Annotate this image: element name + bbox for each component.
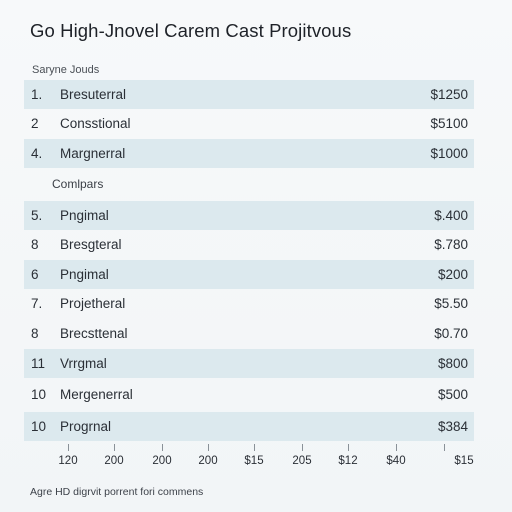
- table-row: 7. Projetheral $5.50: [24, 289, 474, 318]
- table-row: 11 Vrrgmal $800: [24, 349, 474, 378]
- axis-tick: [162, 444, 163, 451]
- row-price: $.400: [434, 208, 468, 223]
- table-row: 8 Brecsttenal $0.70: [24, 319, 474, 348]
- row-price: $384: [437, 419, 468, 434]
- axis-label: $40: [386, 455, 406, 467]
- row-price: $.780: [434, 237, 468, 252]
- row-name: Mergenerral: [60, 387, 133, 402]
- axis-label: 200: [104, 455, 124, 467]
- axis-tick: [444, 444, 445, 451]
- axis-tick: [302, 444, 303, 451]
- table-row: 2 Consstional $5100: [24, 109, 474, 138]
- axis-tick: [254, 444, 255, 451]
- axis-tick: [68, 444, 69, 451]
- axis-label: $15: [244, 455, 264, 467]
- row-name: Bresgteral: [60, 237, 122, 252]
- axis-tick: [208, 444, 209, 451]
- row-name: Margnerral: [60, 146, 126, 161]
- page-title: Go High-Jnovel Carem Cast Projitvous: [30, 20, 352, 41]
- axis-label: 205: [292, 455, 312, 467]
- table-row: 1. Bresuterral $1250: [24, 80, 474, 109]
- row-name: Vrrgmal: [60, 356, 107, 371]
- axis-tick: [348, 444, 349, 451]
- row-number: 4.: [31, 146, 43, 161]
- row-name: Consstional: [60, 116, 131, 131]
- axis-label: 200: [152, 455, 172, 467]
- table-row: 4. Margnerral $1000: [24, 139, 474, 168]
- row-name: Progrnal: [60, 419, 112, 434]
- row-price: $5.50: [434, 296, 468, 311]
- footnote: Agre HD digrvit porrent fori commens: [30, 486, 204, 498]
- row-name: Pngimal: [60, 267, 109, 282]
- row-name: Bresuterral: [60, 87, 127, 102]
- axis-label: $15: [454, 455, 474, 467]
- axis-label: 120: [58, 455, 78, 467]
- row-price: $5100: [430, 116, 468, 131]
- row-number: 8: [31, 326, 39, 341]
- row-name: Projetheral: [60, 296, 126, 311]
- row-number: 8: [31, 237, 39, 252]
- section-caption: Saryne Jouds: [32, 64, 100, 76]
- row-number: 10: [31, 387, 47, 402]
- row-price: $500: [437, 387, 468, 402]
- table-row: 6 Pngimal $200: [24, 260, 474, 289]
- row-number: 6: [31, 267, 39, 282]
- table-row: 10 Progrnal $384: [24, 412, 474, 441]
- subheading: Comlpars: [52, 177, 104, 191]
- row-number: 1.: [31, 87, 43, 102]
- table-row: 5. Pngimal $.400: [24, 201, 474, 230]
- bottom-axis: 120 200 200 200 $15 205 $12 $40 $15: [40, 444, 480, 474]
- table-row: 8 Bresgteral $.780: [24, 230, 474, 259]
- row-number: 10: [31, 419, 47, 434]
- row-price: $1000: [430, 146, 468, 161]
- row-number: 11: [31, 356, 46, 371]
- axis-tick: [114, 444, 115, 451]
- row-price: $200: [437, 267, 468, 282]
- row-name: Brecsttenal: [60, 326, 128, 341]
- row-price: $800: [437, 356, 468, 371]
- row-price: $0.70: [434, 326, 468, 341]
- table-row: 10 Mergenerral $500: [24, 380, 474, 409]
- axis-label: 200: [198, 455, 218, 467]
- row-price: $1250: [430, 87, 468, 102]
- row-number: 5.: [31, 208, 43, 223]
- axis-label: $12: [338, 455, 358, 467]
- row-number: 2: [31, 116, 39, 131]
- row-name: Pngimal: [60, 208, 109, 223]
- row-number: 7.: [31, 296, 43, 311]
- axis-tick: [396, 444, 397, 451]
